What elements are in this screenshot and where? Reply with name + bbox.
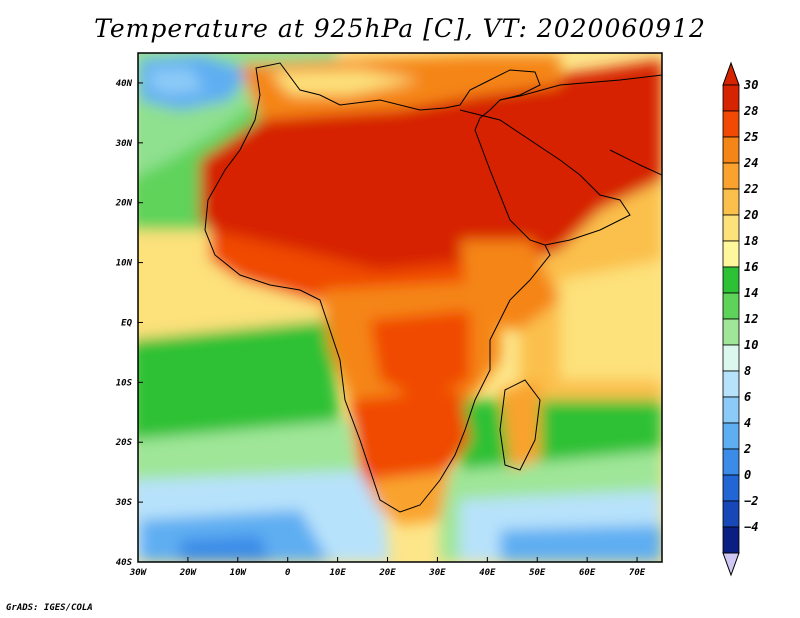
lat-label: 30N (115, 139, 133, 149)
map-frame (137, 52, 663, 563)
colorbar-label: 20 (743, 208, 758, 222)
colorbar-label: 18 (744, 234, 758, 248)
lon-label: 30E (428, 568, 446, 578)
lat-label: 30S (115, 498, 133, 508)
colorbar-swatch (722, 292, 740, 320)
colorbar-label: 10 (744, 338, 758, 352)
colorbar-swatch (722, 344, 740, 372)
colorbar-label: 16 (744, 260, 758, 274)
latitude-axis: 40N 30N 20N 10N EQ 10S 20S 30S 40S (115, 79, 143, 568)
colorbar-swatch (722, 162, 740, 190)
temperature-field (138, 53, 662, 562)
lon-label: 10W (230, 568, 248, 578)
colorbar-swatch (722, 214, 740, 242)
colorbar-swatch (722, 474, 740, 502)
longitude-axis: 30W 20W 10W 0 10E 20E 30E 40E 50E 60E 70E (129, 557, 646, 578)
colorbar-swatch (722, 448, 740, 476)
lon-label: 50E (529, 568, 546, 578)
footer-credit: GrADS: IGES/COLA (6, 603, 93, 613)
colorbar-swatch (722, 318, 740, 346)
colorbar-label: 14 (744, 286, 758, 300)
colorbar-label: 28 (743, 104, 758, 118)
colorbar-swatch (722, 500, 740, 528)
lat-label: 10S (116, 378, 133, 388)
colorbar-swatch (722, 266, 740, 294)
lon-label: 20E (378, 568, 396, 578)
colorbar-label: −2 (744, 494, 758, 508)
colorbar-label: 22 (743, 182, 758, 196)
colorbar-label: 24 (743, 156, 758, 170)
colorbar-swatch (722, 240, 740, 268)
colorbar-label: 25 (743, 130, 758, 144)
colorbar-label: 2 (743, 442, 751, 456)
lon-label: 30W (129, 568, 148, 578)
map-title: Temperature at 925hPa [C], VT: 202006091… (94, 14, 706, 43)
colorbar-label: −4 (744, 520, 758, 534)
colorbar-label: 6 (744, 390, 751, 404)
lat-label: 20S (115, 438, 133, 448)
lat-label: 40S (116, 558, 133, 568)
colorbar-label: 30 (743, 78, 758, 92)
colorbar-swatch (722, 370, 740, 398)
coastlines (204, 62, 662, 513)
lon-label: 10E (329, 568, 346, 578)
lat-label: 40N (116, 79, 133, 89)
lon-label: 40E (479, 568, 496, 578)
lat-label: EQ (121, 318, 132, 328)
colorbar-min-arrow (722, 552, 740, 577)
colorbar-label: 8 (744, 364, 751, 378)
colorbar-swatch (722, 422, 740, 450)
colorbar-swatch (722, 396, 740, 424)
colorbar-label: 12 (744, 312, 758, 326)
colorbar-swatch (722, 110, 740, 138)
colorbar-label: 4 (744, 416, 751, 430)
lat-label: 20N (115, 199, 133, 209)
colorbar-swatch (722, 526, 740, 554)
lon-label: 0 (285, 568, 291, 578)
lon-label: 60E (579, 568, 596, 578)
colorbar-swatch (722, 188, 740, 216)
colorbar-swatch (722, 84, 740, 112)
colorbar-max-arrow (722, 61, 740, 86)
lon-label: 20W (179, 568, 198, 578)
colorbar-label: 0 (744, 468, 751, 482)
lat-label: 10N (116, 259, 133, 269)
colorbar-swatch (722, 136, 740, 164)
lon-label: 70E (629, 568, 646, 578)
